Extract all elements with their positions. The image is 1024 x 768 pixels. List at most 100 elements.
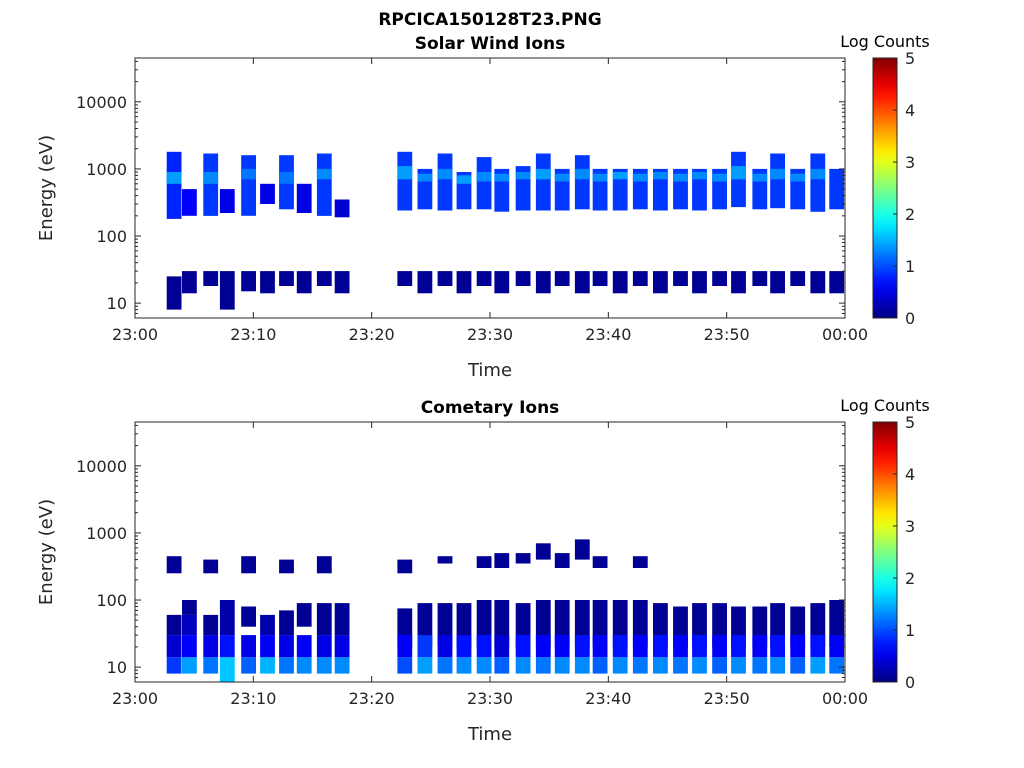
spectrogram-cell [554, 553, 570, 568]
spectrogram-cell [592, 635, 608, 658]
y-axis-label: Energy (eV) [36, 135, 57, 241]
x-tick-label: 00:00 [822, 325, 868, 344]
spectrogram-cell [632, 271, 648, 286]
spectrogram-cell [241, 606, 256, 627]
spectrogram-cell [476, 657, 492, 674]
spectrogram-cell [612, 172, 628, 180]
spectrogram-cell [790, 635, 806, 658]
panel-cometary-ions: Cometary Ions Time Energy (eV) Log Count… [36, 396, 930, 745]
x-axis-label: Time [467, 724, 512, 745]
spectrogram-cell [653, 172, 668, 180]
spectrogram-cell [182, 271, 197, 294]
spectrogram-cell [731, 657, 746, 674]
y-tick-label: 10 [107, 658, 127, 677]
spectrogram-cell [203, 614, 219, 636]
y-tick-label: 1000 [86, 524, 127, 543]
spectrogram-cell [673, 271, 688, 286]
colorbar-tick-label: 1 [905, 257, 915, 276]
spectrogram-cell [279, 559, 294, 574]
spectrogram-cell [692, 172, 707, 180]
spectrogram-cell [673, 657, 688, 674]
spectrogram-cell [752, 657, 768, 674]
colorbar-tick-label: 2 [905, 205, 915, 224]
spectrogram-cell [316, 271, 332, 286]
spectrogram-cell [397, 559, 413, 574]
spectrogram-cell [632, 173, 648, 182]
spectrogram-cell [731, 151, 746, 208]
spectrogram-cell [770, 635, 785, 658]
spectrogram-cell [494, 657, 510, 674]
spectrogram-cell [535, 657, 551, 674]
spectrogram-cell [535, 543, 551, 560]
colorbar [872, 421, 898, 683]
spectrogram-cell [592, 556, 608, 568]
spectrogram-cell [515, 553, 531, 564]
spectrogram-cell [731, 166, 746, 180]
spectrogram-cell [316, 168, 332, 180]
panel-title: Cometary Ions [421, 398, 560, 418]
spectrogram-cell [476, 157, 492, 210]
spectrogram-cell [515, 657, 531, 674]
spectrogram-cell [334, 657, 350, 674]
colorbar [872, 57, 898, 319]
spectrogram-cell [456, 271, 472, 294]
spectrogram-cell [260, 614, 275, 636]
spectrogram-cell [397, 635, 413, 658]
spectrogram-cell [241, 271, 256, 292]
spectrogram-cell [554, 173, 570, 182]
spectrogram-cell [612, 635, 628, 658]
x-tick-label: 23:20 [349, 689, 395, 708]
spectrogram-cell [397, 657, 413, 674]
x-tick-label: 23:30 [467, 689, 513, 708]
y-tick-label: 10000 [76, 93, 127, 112]
spectrogram-cell [692, 657, 707, 674]
spectrogram-cell [437, 635, 453, 658]
x-tick-label: 23:30 [467, 325, 513, 344]
colorbar-tick-label: 3 [905, 517, 915, 536]
spectrogram-cell [203, 635, 219, 658]
spectrogram-cell [203, 559, 219, 574]
spectrogram-cell [182, 614, 197, 636]
x-tick-label: 23:10 [230, 689, 276, 708]
spectrogram-cell [829, 657, 845, 674]
spectrogram-cell [712, 657, 727, 674]
spectrogram-cell [203, 153, 219, 216]
spectrogram-cell [770, 271, 785, 294]
spectrogram-cell [515, 271, 531, 286]
x-tick-label: 23:20 [349, 325, 395, 344]
spectrogram-cell [476, 635, 492, 658]
spectrogram-cell [535, 635, 551, 658]
spectrogram-cell [334, 199, 350, 218]
spectrogram-cell [574, 271, 590, 294]
spectrogram-cell [334, 603, 350, 636]
x-tick-label: 23:00 [112, 325, 158, 344]
spectrogram-cell [712, 271, 727, 286]
spectrogram-cell [417, 635, 433, 658]
spectrogram-cell [279, 657, 294, 674]
spectrogram-cell [296, 603, 312, 627]
spectrogram-cell [241, 168, 256, 180]
colorbar-label: Log Counts [840, 32, 930, 51]
spectrogram-cell [494, 553, 510, 568]
spectrogram-cell [752, 635, 768, 658]
spectrogram-cell [653, 635, 668, 658]
y-tick-label: 100 [96, 591, 127, 610]
spectrogram-cell [810, 657, 826, 674]
spectrogram-cell [241, 155, 256, 216]
colorbar-tick-label: 5 [905, 413, 915, 432]
spectrogram-cell [279, 271, 294, 286]
spectrogram-cell [279, 172, 294, 184]
spectrogram-cell [296, 271, 312, 294]
spectrogram-cell [494, 635, 510, 658]
colorbar-tick-label: 0 [905, 309, 915, 328]
spectrogram-cell [810, 168, 826, 180]
spectrogram-cell [632, 657, 648, 674]
figure-title: RPCICA150128T23.PNG [378, 10, 601, 30]
spectrogram-cell [810, 635, 826, 658]
spectrogram-cell [241, 556, 256, 574]
spectrogram-cell [692, 271, 707, 294]
spectrogram-cell [554, 635, 570, 658]
spectrogram-cell [673, 173, 688, 182]
spectrogram-cell [219, 189, 235, 213]
spectrogram-cell [437, 271, 453, 286]
